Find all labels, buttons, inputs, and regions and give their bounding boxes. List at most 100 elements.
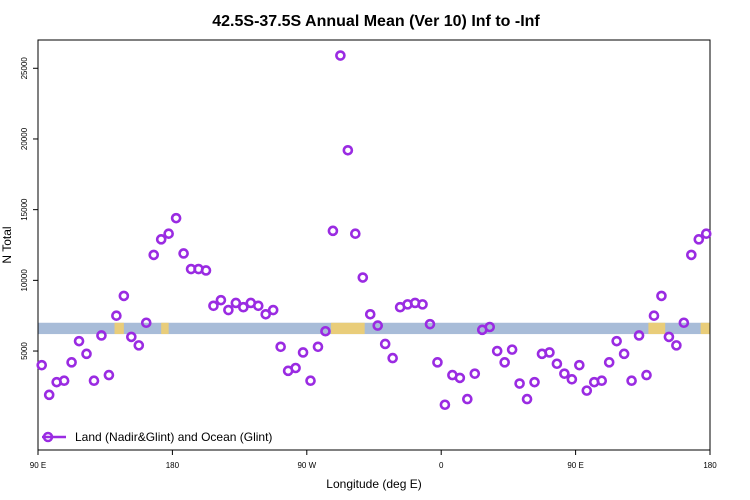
reference-band-accent	[161, 322, 169, 335]
data-point	[66, 357, 77, 368]
data-point	[364, 308, 376, 320]
legend: Land (Nadir&Glint) and Ocean (Glint)	[42, 430, 272, 444]
data-series	[36, 50, 712, 411]
data-point	[230, 297, 242, 309]
data-point	[641, 369, 652, 381]
data-point	[178, 248, 189, 259]
data-point	[312, 341, 324, 353]
legend-entry: Land (Nadir&Glint) and Ocean (Glint)	[75, 430, 272, 444]
data-point	[36, 359, 48, 371]
data-point	[305, 375, 316, 387]
data-point	[81, 348, 92, 360]
data-point	[335, 50, 346, 61]
x-tick-label: 90 E	[30, 461, 46, 470]
data-point	[275, 341, 286, 353]
data-point	[126, 331, 137, 343]
data-point	[656, 290, 667, 302]
data-point	[529, 376, 540, 388]
data-point	[208, 300, 219, 312]
data-point	[43, 389, 55, 401]
data-point	[170, 212, 182, 224]
data-point	[372, 320, 384, 331]
x-tick-label: 180	[703, 461, 717, 470]
reference-band-accent	[114, 322, 124, 335]
data-point	[118, 290, 130, 302]
y-tick-label: 20000	[20, 127, 29, 150]
data-point	[200, 265, 212, 276]
data-point	[596, 375, 608, 387]
data-point	[424, 318, 436, 330]
data-point	[566, 374, 578, 385]
reference-band-accent	[700, 322, 710, 335]
x-tick-label: 180	[166, 461, 180, 470]
data-point	[163, 228, 174, 239]
data-point	[626, 375, 637, 387]
data-point	[58, 375, 70, 387]
data-point	[155, 234, 167, 245]
data-point	[506, 344, 518, 355]
y-tick-label: 25000	[20, 57, 29, 80]
data-point	[327, 225, 339, 237]
data-point	[700, 228, 712, 239]
data-point	[320, 325, 331, 337]
data-point	[223, 304, 234, 316]
data-point	[603, 357, 615, 368]
data-point	[499, 357, 510, 368]
data-point	[574, 359, 585, 371]
data-point	[215, 294, 227, 306]
chart-title: 42.5S-37.5S Annual Mean (Ver 10) Inf to …	[212, 13, 540, 30]
data-point	[379, 338, 391, 350]
y-axis: 5000 10000 15000 20000 25000	[20, 57, 38, 360]
data-point	[544, 347, 555, 358]
data-point	[671, 340, 682, 351]
x-tick-label: 0	[439, 461, 444, 470]
legend-marker	[42, 431, 54, 443]
data-point	[133, 340, 145, 351]
data-point	[387, 352, 398, 364]
x-tick-label: 90 E	[567, 461, 583, 470]
data-point	[238, 301, 249, 313]
data-point	[140, 317, 152, 329]
data-point	[648, 310, 660, 321]
data-point	[290, 362, 301, 374]
data-point	[88, 375, 100, 387]
data-point	[73, 335, 85, 347]
reference-band-accent	[648, 322, 666, 335]
data-point	[454, 372, 466, 384]
data-point	[260, 308, 272, 320]
plot-area-frame	[37, 39, 711, 451]
data-point	[462, 393, 473, 405]
data-point	[267, 304, 279, 316]
y-axis-label: N Total	[0, 226, 14, 263]
data-point	[551, 358, 563, 370]
data-point	[103, 369, 115, 381]
data-point	[686, 249, 697, 261]
y-tick-label: 5000	[20, 342, 29, 360]
data-point	[350, 228, 361, 239]
data-point	[559, 368, 570, 379]
data-point	[96, 330, 107, 341]
data-point	[297, 347, 309, 358]
data-point	[342, 144, 354, 156]
data-point	[439, 399, 451, 411]
data-point	[663, 331, 675, 343]
data-point	[148, 249, 160, 261]
y-tick-label: 10000	[20, 269, 29, 292]
data-point	[521, 393, 533, 405]
data-point	[514, 378, 525, 389]
data-point	[484, 321, 496, 333]
data-point	[432, 357, 443, 368]
x-tick-label: 90 W	[297, 461, 316, 470]
data-point	[693, 234, 705, 245]
data-point	[618, 348, 630, 360]
data-point	[611, 335, 622, 347]
y-tick-label: 15000	[20, 198, 29, 221]
data-point	[357, 272, 369, 283]
data-point	[417, 299, 428, 310]
data-point	[491, 345, 503, 357]
data-point	[252, 300, 264, 312]
reference-band-accent	[331, 322, 365, 335]
data-point	[633, 330, 645, 341]
x-axis: 90 E 180 90 W 0 90 E 180	[30, 450, 717, 470]
